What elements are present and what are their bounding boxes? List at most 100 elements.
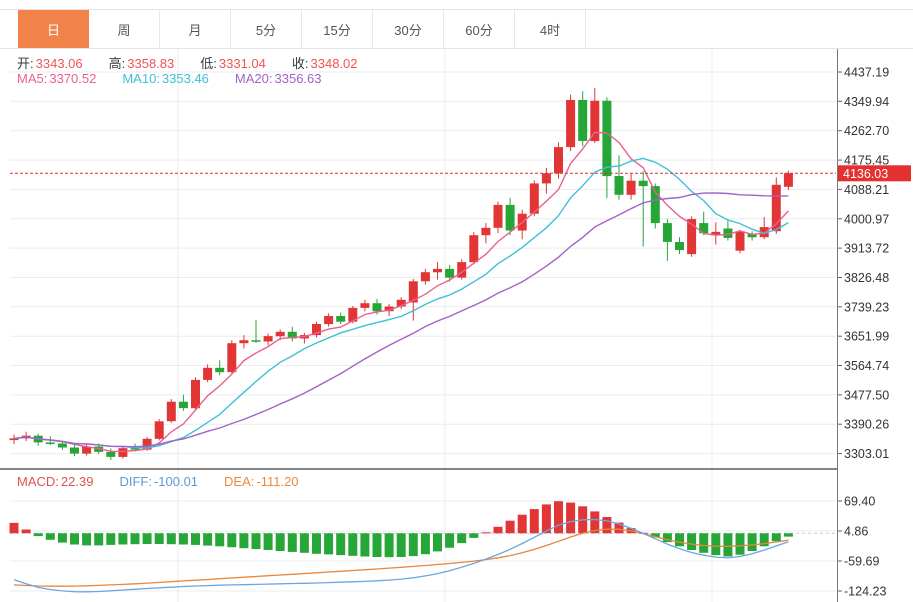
macd-bar: [275, 533, 285, 551]
candle-body: [747, 233, 757, 238]
macd-bar: [554, 501, 563, 534]
ma-0: MA5: 3370.52: [17, 71, 96, 86]
macd-bar: [481, 532, 491, 534]
ohlc-label-3: 收:: [291, 56, 309, 71]
macd-bar: [251, 533, 261, 550]
candle-body: [723, 228, 733, 238]
tab-timeframe-6[interactable]: 60分: [444, 10, 515, 48]
candle-body: [626, 180, 636, 195]
macd-bar: [783, 533, 793, 537]
macd-bar: [106, 533, 116, 545]
candle-body: [614, 176, 624, 195]
macd-value-0: 22.39: [60, 474, 94, 489]
tab-timeframe-5[interactable]: 30分: [373, 10, 444, 48]
candle-body: [287, 331, 297, 339]
candle-body: [263, 336, 273, 342]
macd-0: MACD: 22.39: [17, 474, 93, 489]
candle-body: [420, 272, 430, 282]
macd-bar: [166, 533, 176, 545]
current-price-badge: [838, 165, 911, 182]
macd-label-2: DEA:: [224, 474, 255, 489]
macd-bar: [287, 533, 297, 552]
ohlc-value-2: 3331.04: [218, 56, 266, 71]
macd-bar: [723, 533, 733, 557]
macd-bar: [203, 533, 213, 546]
candle-body: [9, 438, 19, 441]
candle-body: [142, 438, 152, 450]
diff-line: [13, 518, 789, 593]
macd-value-1: -100.01: [153, 474, 199, 489]
candle-body: [445, 268, 455, 278]
ma-value-0: 3370.52: [49, 71, 97, 86]
macd-bar: [759, 533, 769, 547]
macd-bar: [735, 533, 745, 555]
tab-timeframe-1[interactable]: 周: [89, 10, 160, 48]
candle-body: [602, 100, 612, 177]
candle-body: [433, 268, 442, 273]
candle-body: [662, 223, 672, 242]
candle-body: [130, 448, 140, 450]
macd-bar: [142, 533, 152, 544]
macd-2: DEA: -111.20: [224, 474, 299, 489]
ohlc-info-row: 开: 3343.06 高: 3358.83 低: 3331.04 收: 3348.02: [17, 53, 384, 72]
candle-body: [675, 242, 684, 251]
macd-value-2: -111.20: [256, 474, 299, 489]
candle-body: [759, 227, 769, 238]
macd-bar: [178, 533, 188, 545]
candle-body: [493, 204, 503, 228]
candle-body: [57, 443, 67, 448]
ma-value-1: 3353.46: [161, 71, 209, 86]
macd-bar: [445, 533, 455, 548]
macd-bar: [130, 533, 140, 545]
macd-bar: [541, 504, 551, 534]
macd-bar: [312, 533, 321, 554]
tab-timeframe-3[interactable]: 5分: [231, 10, 302, 48]
macd-bar: [33, 533, 43, 537]
candle-body: [469, 235, 479, 263]
ma-label-0: MA5:: [17, 71, 48, 86]
macd-bar: [94, 533, 104, 546]
candle-body: [166, 401, 176, 422]
macd-bar: [9, 522, 19, 534]
macd-bar: [70, 533, 79, 545]
y-axis-label: 3390.26: [844, 418, 889, 432]
macd-bar: [771, 533, 781, 542]
macd-bar: [662, 533, 672, 543]
y-axis-label-macd: 69.40: [844, 495, 875, 509]
candle-body: [638, 180, 648, 187]
tab-timeframe-7[interactable]: 4时: [515, 10, 586, 48]
macd-info-row: MACD: 22.39 DIFF: -100.01 DEA: -111.20: [17, 474, 325, 489]
candle-body: [118, 448, 128, 457]
y-axis-label-macd: -59.69: [844, 555, 879, 569]
dea-line: [13, 528, 789, 587]
candle-body: [106, 451, 116, 457]
candle-body: [215, 367, 225, 373]
ohlc-label-0: 开:: [17, 56, 34, 71]
candle-body: [178, 401, 188, 409]
macd-bar: [372, 533, 382, 557]
timeframe-tabbar: 日周月 5分 15分 30分 60分 4时: [0, 9, 913, 49]
current-price-badge-text: 4136.03: [843, 167, 888, 181]
macd-bar: [566, 502, 576, 534]
candle-body: [154, 421, 164, 439]
candle-body: [481, 227, 491, 236]
tab-timeframe-2[interactable]: 月: [160, 10, 231, 48]
ohlc-value-0: 3343.06: [35, 56, 83, 71]
macd-bar: [420, 533, 430, 555]
ma-value-2: 3356.63: [274, 71, 322, 86]
candle-body: [687, 219, 697, 255]
macd-bar: [191, 533, 200, 545]
tab-timeframe-4[interactable]: 15分: [302, 10, 373, 48]
y-axis-label: 3913.72: [844, 242, 889, 256]
y-axis-label: 3739.23: [844, 300, 889, 314]
macd-bar: [687, 533, 697, 550]
candle-body: [396, 299, 406, 307]
macd-bar: [348, 533, 358, 556]
macd-label-0: MACD:: [17, 474, 59, 489]
macd-bar: [699, 533, 709, 553]
macd-bar: [517, 514, 527, 534]
y-axis-label-macd: 4.86: [844, 525, 868, 539]
ma20-line: [13, 192, 789, 448]
tab-timeframe-0[interactable]: 日: [18, 10, 89, 48]
